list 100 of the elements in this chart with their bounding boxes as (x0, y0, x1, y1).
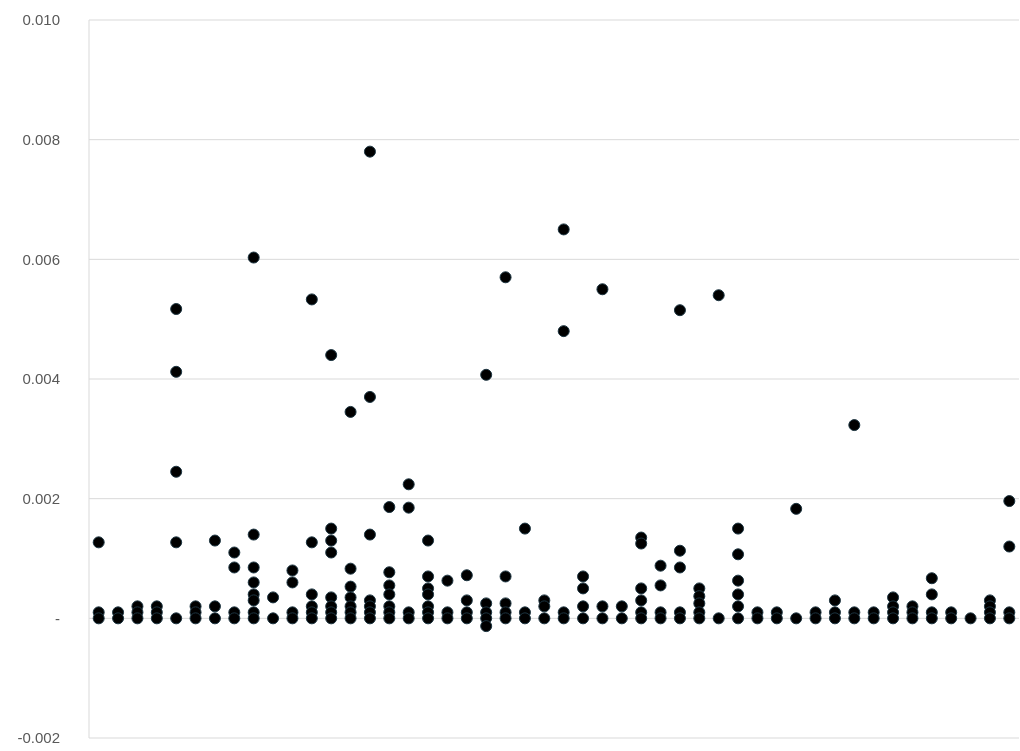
point (732, 612, 745, 625)
point (577, 612, 590, 625)
point (635, 582, 648, 595)
point (247, 251, 260, 264)
point (344, 562, 357, 575)
point (422, 588, 435, 601)
point (305, 293, 318, 306)
point (383, 588, 396, 601)
point (170, 303, 183, 315)
point (402, 501, 415, 514)
point (848, 419, 861, 432)
point (150, 612, 163, 625)
point (131, 612, 144, 625)
y-tick-label: 0.008 (22, 130, 60, 148)
point (732, 574, 745, 587)
point (92, 536, 105, 549)
y-tick-label: -0.002 (17, 729, 60, 747)
point (848, 612, 861, 625)
point (305, 612, 318, 625)
point (809, 612, 822, 625)
point (363, 612, 376, 625)
point (460, 569, 473, 582)
point (267, 612, 280, 625)
point (422, 534, 435, 547)
point (635, 537, 648, 550)
point (964, 612, 977, 625)
point (732, 548, 745, 561)
point (538, 600, 551, 613)
y-tick-label: 0.006 (22, 250, 60, 268)
point (557, 325, 570, 338)
point (693, 612, 706, 625)
point (363, 390, 376, 403)
point (344, 580, 357, 593)
point (441, 612, 454, 625)
point (170, 612, 183, 625)
point (325, 546, 338, 559)
point (208, 534, 221, 547)
point (480, 620, 493, 633)
point (499, 612, 512, 625)
point (925, 612, 938, 625)
point (673, 544, 686, 557)
point (577, 600, 590, 613)
point (1003, 495, 1016, 508)
point (170, 365, 183, 378)
point (983, 612, 996, 625)
point (112, 612, 125, 625)
point (1003, 612, 1016, 625)
point (732, 522, 745, 535)
point (208, 600, 221, 613)
point (383, 566, 396, 579)
y-tick-label: - (55, 609, 60, 627)
point (325, 522, 338, 535)
y-tick-label: 0.002 (22, 489, 60, 507)
point (635, 612, 648, 625)
point (538, 612, 551, 625)
point (673, 304, 686, 317)
point (325, 349, 338, 362)
point (402, 612, 415, 625)
point (363, 145, 376, 158)
point (325, 612, 338, 625)
point (770, 612, 783, 625)
point (828, 594, 841, 607)
point (596, 283, 609, 296)
point (945, 612, 958, 625)
point (189, 612, 202, 625)
point (635, 594, 648, 607)
point (305, 588, 318, 601)
point (499, 271, 512, 284)
point (654, 579, 667, 592)
point (286, 576, 299, 589)
point (402, 478, 415, 491)
point (790, 502, 803, 515)
point (518, 612, 531, 625)
point (344, 612, 357, 625)
point (286, 564, 299, 577)
point (751, 612, 764, 625)
point (344, 405, 357, 418)
point (732, 588, 745, 601)
point (596, 612, 609, 625)
point (828, 612, 841, 625)
point (480, 368, 493, 381)
point (654, 559, 667, 572)
point (615, 600, 628, 613)
point (267, 591, 280, 604)
point (422, 570, 435, 583)
point (247, 594, 260, 607)
point (247, 576, 260, 589)
point (460, 594, 473, 607)
point (887, 612, 900, 625)
point (790, 612, 803, 625)
point (228, 561, 241, 574)
y-tick-label: 0.004 (22, 370, 60, 388)
point (383, 612, 396, 625)
point (673, 561, 686, 574)
point (712, 289, 725, 302)
point (441, 574, 454, 587)
point (363, 528, 376, 541)
point (286, 612, 299, 625)
point (712, 612, 725, 625)
point (247, 528, 260, 541)
